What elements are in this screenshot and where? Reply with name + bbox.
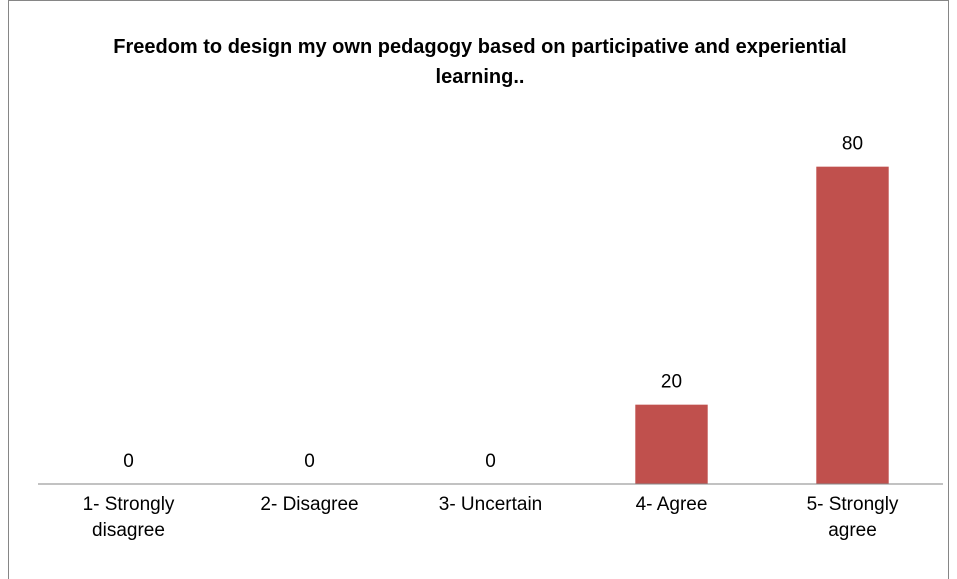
- x-tick-label: 1- Strongly disagree: [82, 494, 175, 541]
- title-box: Freedom to design my own pedagogy based …: [113, 36, 847, 88]
- data-label: 20: [661, 372, 682, 393]
- chart-title: Freedom to design my own pedagogy based …: [113, 36, 847, 88]
- data-label: 80: [842, 134, 863, 155]
- x-tick-label-box: 3- Uncertain: [438, 494, 543, 515]
- x-tick-label: 3- Uncertain: [438, 494, 543, 515]
- x-tick-label: 2- Disagree: [260, 494, 359, 515]
- x-tick-label-box: 4- Agree: [635, 494, 708, 515]
- data-label: 0: [123, 451, 134, 472]
- x-tick-label: 4- Agree: [635, 494, 708, 515]
- data-label: 0: [304, 451, 315, 472]
- bar: [635, 404, 708, 484]
- x-tick-label: 5- Strongly agree: [806, 494, 899, 541]
- chart-frame: [8, 0, 949, 579]
- bar: [816, 166, 889, 484]
- x-tick-label-box: 1- Strongly disagree: [82, 494, 175, 541]
- x-tick-label-box: 5- Strongly agree: [806, 494, 899, 541]
- x-tick-label-box: 2- Disagree: [260, 494, 359, 515]
- data-label: 0: [485, 451, 496, 472]
